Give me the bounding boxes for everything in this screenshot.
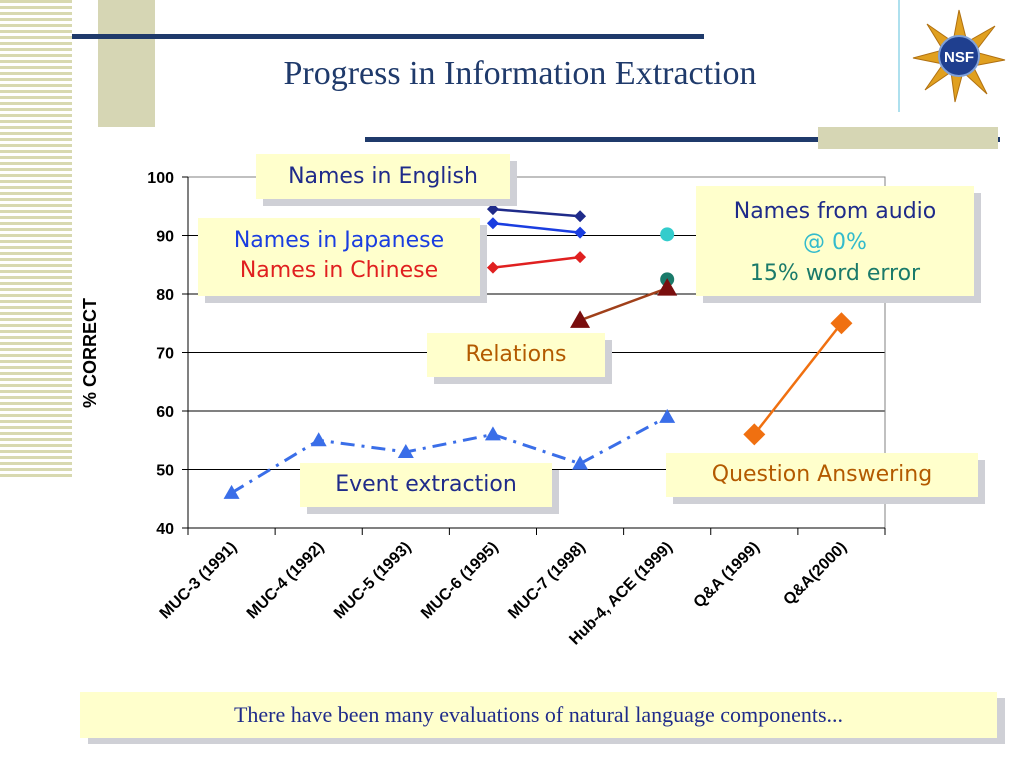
data-point-event-extraction: [484, 426, 501, 441]
callout-relations-text: Relations: [465, 342, 567, 367]
data-point-event-extraction: [310, 432, 327, 447]
series-line-names-in-chinese: [492, 255, 581, 269]
data-point-names-in-english: [486, 203, 499, 216]
title-rule-top: [72, 34, 704, 39]
decorative-stripes: [0, 0, 72, 480]
series-line-names-in-english: [492, 207, 581, 218]
y-tick-label: 40: [156, 521, 174, 538]
series-line-event-extraction: [230, 415, 668, 495]
x-tick-label: MUC-4 (1992): [244, 539, 328, 623]
slide-title: Progress in Information Extraction: [283, 55, 757, 92]
data-point-question-answering: [743, 423, 766, 446]
footer-caption: There have been many evaluations of natu…: [80, 692, 997, 738]
series-line-names-in-japanese: [492, 221, 581, 234]
series-line-relations: [579, 286, 668, 322]
callout-names-english-text: Names in English: [288, 164, 478, 189]
callout-event-extraction-text: Event extraction: [335, 472, 517, 497]
callout-names-chinese-text: Names in Chinese: [239, 258, 439, 283]
callout-event-extraction: Event extraction: [300, 463, 552, 507]
callout-audio-zero: @ 0%: [803, 230, 867, 255]
data-point-relations: [570, 310, 591, 328]
x-tick-label: Q&A(2000): [780, 539, 850, 609]
y-tick-label: 50: [156, 463, 174, 480]
data-point-names-in-chinese: [486, 261, 499, 274]
x-tick-label: MUC-3 (1991): [157, 539, 241, 623]
markers: [223, 203, 853, 499]
y-axis-label: % CORRECT: [80, 298, 100, 408]
data-point-question-answering: [830, 312, 853, 335]
data-point-event-extraction: [659, 408, 676, 423]
nsf-logo: NSF: [897, 0, 1021, 112]
callout-question-answering: Question Answering: [666, 453, 978, 497]
series: [230, 207, 843, 495]
y-tick-label: 100: [147, 170, 174, 187]
data-point-event-extraction: [223, 484, 240, 499]
data-point-relations: [657, 278, 678, 296]
data-point-event-extraction: [572, 455, 589, 470]
x-tick-label: Q&A (1999): [691, 539, 764, 612]
decorative-block-right: [818, 127, 998, 149]
nsf-logo-globe: [938, 35, 980, 77]
y-tick-label: 60: [156, 404, 174, 421]
y-tick-label: 80: [156, 287, 174, 304]
nsf-logo-text: NSF: [944, 49, 974, 66]
y-tick-label: 70: [156, 346, 174, 363]
callout-question-answering-text: Question Answering: [711, 462, 933, 487]
axes: [182, 176, 886, 535]
callout-names-japanese-text: Names in Japanese: [233, 228, 445, 253]
decorative-block-left: [98, 0, 155, 127]
callout-audio-15: 15% word error: [749, 261, 921, 286]
callout-audio-title: Names from audio: [733, 199, 937, 224]
x-tick-label: MUC-7 (1998): [505, 539, 589, 623]
callout-relations: Relations: [427, 333, 605, 377]
x-tick-label: MUC-6 (1995): [418, 539, 502, 623]
callout-names-english: Names in English: [256, 154, 510, 199]
data-point-names-in-japanese: [486, 217, 499, 230]
callout-names-audio: Names from audio @ 0% 15% word error: [696, 186, 974, 296]
title-rule-bottom: [365, 137, 1000, 142]
data-point-names-in-chinese: [574, 251, 587, 264]
data-point-event-extraction: [397, 443, 414, 458]
callout-names-japanese-chinese: Names in Japanese Names in Chinese: [198, 218, 480, 296]
data-point-names-in-english: [574, 210, 587, 223]
series-line-question-answering: [753, 322, 843, 436]
x-tick-label: MUC-5 (1993): [331, 539, 415, 623]
data-point-names-in-japanese: [574, 226, 587, 239]
data-point-0: [660, 227, 675, 242]
y-tick-label: 90: [156, 229, 174, 246]
